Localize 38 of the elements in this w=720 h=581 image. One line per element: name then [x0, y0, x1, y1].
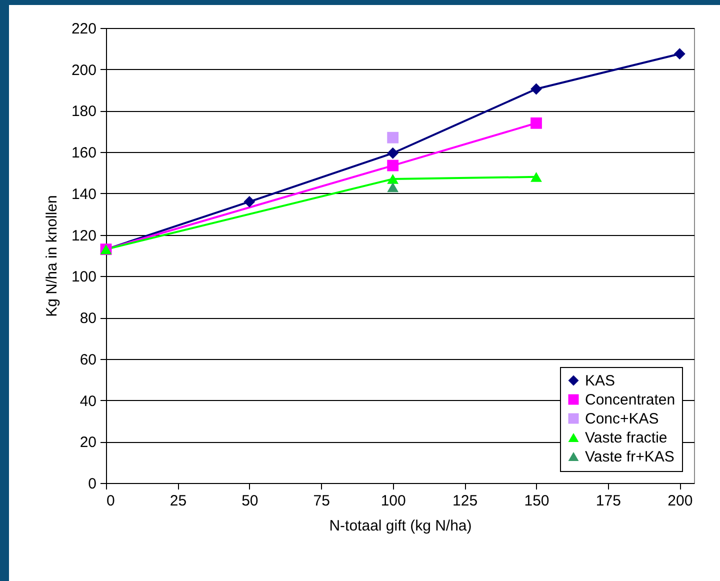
y-tick-label: 140	[71, 186, 96, 203]
point	[387, 147, 399, 159]
x-tick-label: 125	[452, 492, 478, 510]
x-tick-label: 0	[106, 492, 115, 510]
y-tick-label: 200	[71, 62, 96, 79]
legend-label: KAS	[585, 372, 616, 390]
point	[387, 160, 399, 172]
point	[387, 174, 399, 184]
point	[530, 83, 542, 95]
y-tick-label: 80	[80, 310, 96, 328]
point	[244, 196, 256, 208]
x-tick-label: 100	[380, 492, 406, 510]
y-tick-label: 100	[71, 268, 96, 286]
legend-label: Conc+KAS	[585, 410, 659, 428]
y-tick-label: 0	[88, 476, 96, 492]
x-tick-label: 50	[242, 492, 258, 510]
legend-label: Vaste fr+KAS	[585, 448, 674, 466]
x-tick-label: 75	[313, 492, 330, 510]
point	[674, 48, 686, 60]
y-axis-title: Kg N/ha in knollen	[43, 195, 60, 317]
y-tick-label: 160	[71, 144, 96, 162]
x-tick-label: 200	[668, 492, 693, 510]
legend-label: Concentraten	[585, 392, 676, 408]
y-tick-label: 40	[80, 392, 96, 410]
x-tick-label: 25	[170, 492, 187, 510]
legend-label: Vaste fractie	[585, 430, 668, 446]
point	[530, 117, 542, 129]
y-tick-label: 20	[80, 434, 96, 452]
y-tick-label: 120	[71, 227, 96, 244]
x-tick-label: 150	[524, 492, 550, 510]
point	[387, 182, 399, 192]
y-tick-label: 220	[71, 20, 96, 38]
x-tick-label: 175	[596, 492, 621, 510]
y-tick-label: 180	[71, 103, 96, 120]
y-tick-label: 60	[80, 351, 96, 368]
point	[387, 132, 399, 144]
point	[530, 172, 542, 182]
x-axis-title: N-totaal gift (kg N/ha)	[329, 518, 472, 534]
